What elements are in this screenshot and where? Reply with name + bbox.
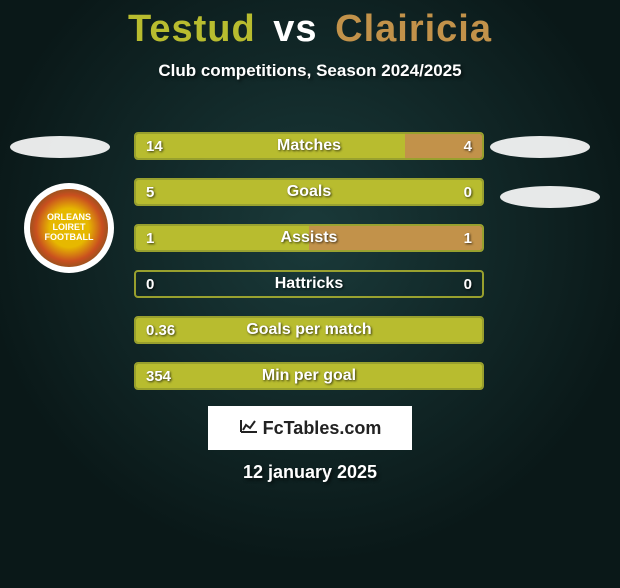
page-title: Testud vs Clairicia [0, 8, 620, 51]
vs-text: vs [273, 8, 317, 50]
club-badge-icon: ORLEANS LOIRET FOOTBALL [30, 189, 108, 267]
player1-name: Testud [128, 8, 256, 50]
stat-bar-container: 144Matches 50Goals 11Assists 00Hattricks 0.3… [134, 132, 484, 408]
avatar-shadow-right-1 [490, 136, 590, 158]
stat-row: 0.36Goals per match [134, 316, 484, 344]
subtitle-text: Club competitions, Season 2024/2025 [0, 61, 620, 81]
stat-label: Goals per match [136, 318, 482, 342]
avatar-shadow-right-2 [500, 186, 600, 208]
stat-row: 354Min per goal [134, 362, 484, 390]
avatar-shadow-left [10, 136, 110, 158]
brand-logo: FcTables.com [208, 406, 412, 450]
brand-text: FcTables.com [263, 418, 382, 439]
stat-row: 50Goals [134, 178, 484, 206]
stat-label: Min per goal [136, 364, 482, 388]
stat-row: 00Hattricks [134, 270, 484, 298]
stat-label: Hattricks [136, 272, 482, 296]
footer-date: 12 january 2025 [0, 462, 620, 483]
stat-label: Assists [136, 226, 482, 250]
stat-row: 144Matches [134, 132, 484, 160]
chart-icon [239, 418, 259, 439]
player2-name: Clairicia [335, 8, 492, 50]
player1-avatar: ORLEANS LOIRET FOOTBALL [24, 183, 114, 273]
stat-label: Matches [136, 134, 482, 158]
stat-row: 11Assists [134, 224, 484, 252]
stat-label: Goals [136, 180, 482, 204]
